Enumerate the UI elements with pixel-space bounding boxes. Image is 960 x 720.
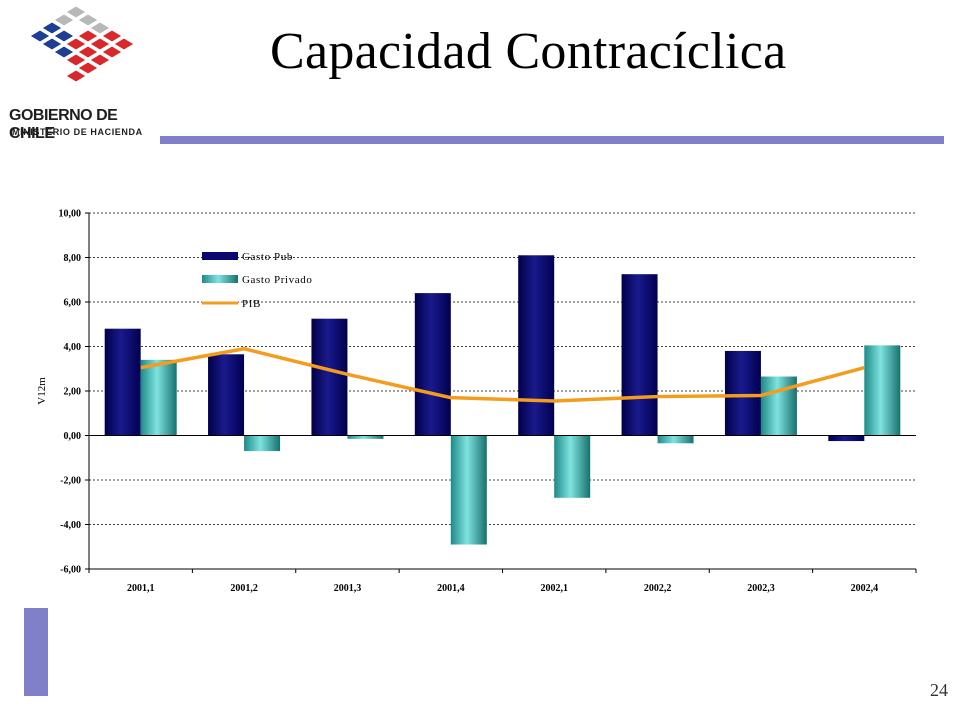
- y-axis-label: V12m: [36, 377, 48, 405]
- bar-gasto-privado: [140, 359, 177, 436]
- bar-gasto-pub: [621, 274, 658, 436]
- bar-gasto-privado: [760, 376, 797, 436]
- side-accent-bar: [24, 608, 48, 696]
- logo-emblem-icon: [29, 5, 135, 83]
- y-tick-label: 4,00: [64, 342, 82, 353]
- x-tick-label: 2002,2: [644, 583, 672, 594]
- x-tick-label: 2002,4: [851, 583, 879, 594]
- y-tick-label: 10,00: [59, 209, 82, 220]
- gobierno-logo: GOBIERNO DE CHILE MINISTERIO DE HACIENDA: [0, 0, 160, 150]
- x-tick-label: 2002,1: [540, 583, 568, 594]
- bar-gasto-privado: [450, 435, 487, 545]
- bar-gasto-pub: [828, 435, 865, 442]
- bar-gasto-pub: [311, 318, 348, 436]
- line-pib: [140, 346, 865, 403]
- x-tick-label: 2001,3: [334, 583, 362, 594]
- bar-gasto-pub: [414, 293, 451, 436]
- y-tick-label: 2,00: [64, 387, 82, 398]
- page-title: Capacidad Contracíclica: [270, 23, 787, 80]
- page-number: 24: [930, 680, 948, 700]
- legend-label: Gasto Privado: [242, 274, 312, 286]
- y-tick-label: -2,00: [60, 476, 81, 487]
- bar-gasto-pub: [104, 328, 141, 436]
- logo-title: GOBIERNO DE CHILE: [9, 107, 118, 142]
- bar-gasto-privado: [657, 435, 694, 444]
- bar-gasto-privado: [244, 435, 281, 452]
- legend-swatch-gasto-pub: [202, 252, 238, 260]
- y-tick-label: 8,00: [64, 253, 82, 264]
- x-tick-label: 2001,1: [127, 583, 155, 594]
- legend-label: Gasto Pub: [242, 251, 293, 263]
- y-tick-label: -6,00: [60, 565, 81, 576]
- y-tick-label: -4,00: [60, 520, 81, 531]
- title-divider: [160, 136, 944, 144]
- chart-line: [140, 346, 865, 403]
- x-tick-label: 2001,2: [230, 583, 258, 594]
- chart-bars: [104, 255, 901, 545]
- chart-legend: Gasto Pub Gasto Privado PIB: [202, 251, 312, 310]
- chart-ticks: 10,00 8,00 6,00 4,00 2,00 0,00 -2,00 -4,00 -6,00…: [59, 209, 917, 594]
- bar-gasto-pub: [208, 354, 245, 436]
- bar-gasto-privado: [864, 345, 901, 436]
- bar-gasto-pub: [724, 350, 761, 436]
- bar-gasto-privado: [554, 435, 591, 498]
- bar-gasto-privado: [347, 435, 384, 439]
- logo-subtitle: MINISTERIO DE HACIENDA: [12, 127, 143, 137]
- legend-label: PIB: [242, 298, 261, 310]
- x-tick-label: 2002,3: [747, 583, 775, 594]
- legend-swatch-gasto-privado: [202, 275, 238, 283]
- y-tick-label: 6,00: [64, 298, 82, 309]
- y-tick-label: 0,00: [64, 431, 82, 442]
- bar-gasto-pub: [518, 255, 555, 436]
- x-tick-label: 2001,4: [437, 583, 465, 594]
